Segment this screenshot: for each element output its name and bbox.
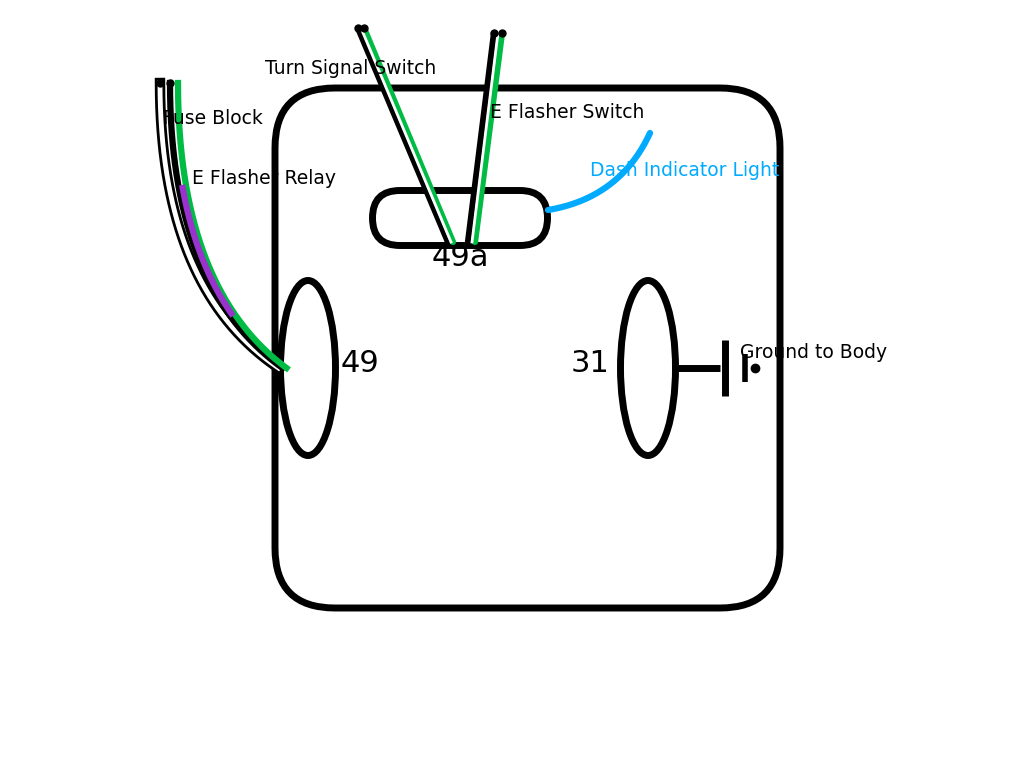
Text: E Flasher Switch: E Flasher Switch [490, 104, 644, 123]
Text: Fuse Block: Fuse Block [163, 108, 263, 127]
FancyBboxPatch shape [275, 88, 780, 608]
Text: E Flasher Relay: E Flasher Relay [193, 168, 336, 187]
Text: Ground to Body: Ground to Body [740, 343, 887, 362]
Text: 49: 49 [341, 349, 379, 378]
Ellipse shape [621, 280, 676, 455]
Ellipse shape [281, 280, 336, 455]
Text: Dash Indicator Light: Dash Indicator Light [590, 161, 779, 180]
FancyBboxPatch shape [373, 190, 548, 246]
Text: Turn Signal Switch: Turn Signal Switch [265, 58, 436, 78]
Text: 31: 31 [570, 349, 609, 378]
Text: 49a: 49a [431, 243, 488, 273]
